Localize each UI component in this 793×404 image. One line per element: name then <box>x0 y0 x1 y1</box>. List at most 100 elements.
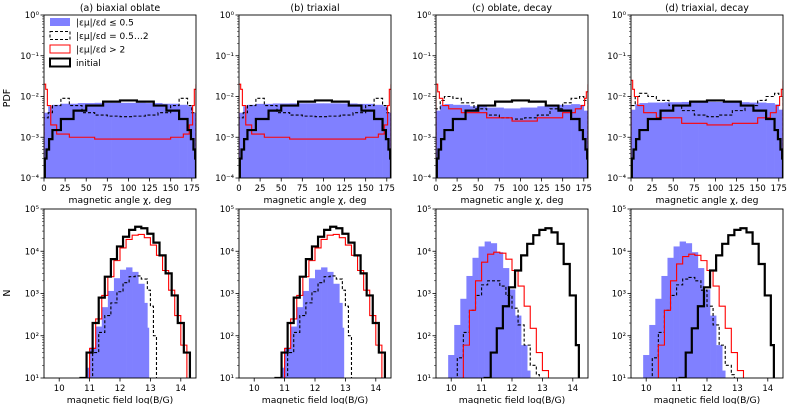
x-tick-label: 13 <box>340 384 351 394</box>
bar <box>520 107 538 178</box>
x-tick-label: 150 <box>358 184 374 194</box>
x-tick-label: 100 <box>315 184 331 194</box>
bar <box>113 278 121 378</box>
legend-swatch <box>49 44 71 54</box>
bar <box>732 102 750 178</box>
bar <box>643 355 650 378</box>
x-tick-label: 12 <box>507 384 518 394</box>
y-tick-label: 10⁻² <box>215 93 234 103</box>
bar <box>571 104 580 178</box>
bar <box>667 257 674 378</box>
x-axis-label: magnetic angle χ, deg <box>69 195 172 206</box>
bar <box>333 283 340 378</box>
y-tick-label: 10⁰ <box>220 11 235 21</box>
bar <box>290 326 298 378</box>
bar <box>101 307 109 378</box>
bar <box>162 103 180 178</box>
x-tick-label: 175 <box>379 184 395 194</box>
y-tick-label: 10⁻² <box>20 93 39 103</box>
bar <box>327 271 334 378</box>
y-ticks: 10¹ 10² 10³ 10⁴ 10⁵ <box>25 205 44 384</box>
y-tick-label: 10⁻³ <box>215 133 234 143</box>
bar <box>512 108 521 178</box>
y-ticks: 10⁻⁴ 10⁻³ 10⁻² 10⁻¹ 10⁰ <box>607 11 631 184</box>
bar <box>452 104 471 178</box>
bar <box>107 290 115 378</box>
bar <box>460 298 467 378</box>
y-tick-label: 10⁻³ <box>20 133 39 143</box>
x-tick-label: 100 <box>707 184 723 194</box>
bar <box>679 241 687 378</box>
bar <box>126 267 133 378</box>
x-tick-label: 13 <box>537 384 548 394</box>
bar <box>486 107 504 178</box>
y-ticks: 10⁻⁴ 10⁻³ 10⁻² 10⁻¹ 10⁰ <box>412 11 436 184</box>
bar <box>502 268 510 378</box>
bar <box>710 315 717 378</box>
y-tick-label: 10⁵ <box>612 205 626 215</box>
y-tick-label: 10⁰ <box>25 11 40 21</box>
x-axis-label: magnetic field log(B/G) <box>67 395 173 404</box>
x-tick-label: 75 <box>102 184 113 194</box>
bar <box>647 102 666 178</box>
y-tick-label: 10⁻³ <box>412 133 431 143</box>
series-line-step <box>82 233 188 378</box>
bar <box>472 257 479 378</box>
x-axis-label: magnetic angle χ, deg <box>656 195 759 206</box>
x-ticks: 10 11 12 13 14 <box>54 378 186 394</box>
x-tick-label: 175 <box>576 184 592 194</box>
bar <box>308 278 316 378</box>
x-tick-label: 25 <box>255 184 266 194</box>
bar <box>722 370 726 378</box>
bar <box>120 269 127 378</box>
plot-area <box>79 225 192 378</box>
bar <box>444 104 454 178</box>
x-tick-label: 100 <box>120 184 136 194</box>
x-tick-label: 0 <box>236 184 241 194</box>
y-tick-label: 10¹ <box>417 374 431 384</box>
x-tick-label: 14 <box>567 384 578 394</box>
bar <box>94 102 112 178</box>
x-tick-label: 10 <box>446 384 457 394</box>
series-line-step <box>277 233 383 378</box>
bar <box>503 108 513 178</box>
bar <box>147 327 150 378</box>
panel-8: 10 11 12 13 14 10¹ 10² 10³ 10⁴ 10⁵ magnetic field … <box>612 205 784 404</box>
x-tick-label: 12 <box>310 384 321 394</box>
x-tick-label: 13 <box>732 384 743 394</box>
y-tick-label: 10⁻⁴ <box>412 174 431 184</box>
y-tick-label: 10³ <box>220 290 234 300</box>
bar <box>484 241 492 378</box>
plot-area <box>436 83 588 178</box>
y-tick-label: 10⁴ <box>612 247 627 257</box>
y-tick-label: 10⁵ <box>25 205 39 215</box>
bar <box>306 103 316 178</box>
bar <box>52 104 62 178</box>
series-fill-bars <box>239 103 391 178</box>
y-tick-label: 10⁻¹ <box>20 52 39 62</box>
x-ticks: 0 25 50 75 100 125 150 175 <box>236 178 395 194</box>
bar <box>339 302 343 378</box>
series-line-step-bold <box>678 227 775 378</box>
bar <box>639 103 649 178</box>
x-tick-label: 11 <box>84 384 95 394</box>
bar <box>247 104 257 178</box>
x-tick-label: 50 <box>276 184 287 194</box>
y-ticks: 10¹ 10² 10³ 10⁴ 10⁵ <box>612 205 631 384</box>
bar <box>490 243 498 378</box>
series-line-step <box>239 83 391 178</box>
bar <box>342 327 345 378</box>
bar <box>321 267 328 378</box>
bar <box>715 101 733 178</box>
bar <box>382 106 388 178</box>
bar <box>243 106 248 178</box>
plot-area <box>631 79 783 178</box>
y-tick-label: 10¹ <box>220 374 234 384</box>
x-tick-label: 75 <box>297 184 308 194</box>
x-tick-label: 125 <box>336 184 352 194</box>
bar <box>774 104 780 178</box>
bar <box>703 289 711 378</box>
bar <box>179 104 188 178</box>
bar <box>685 243 693 378</box>
x-tick-label: 75 <box>494 184 505 194</box>
